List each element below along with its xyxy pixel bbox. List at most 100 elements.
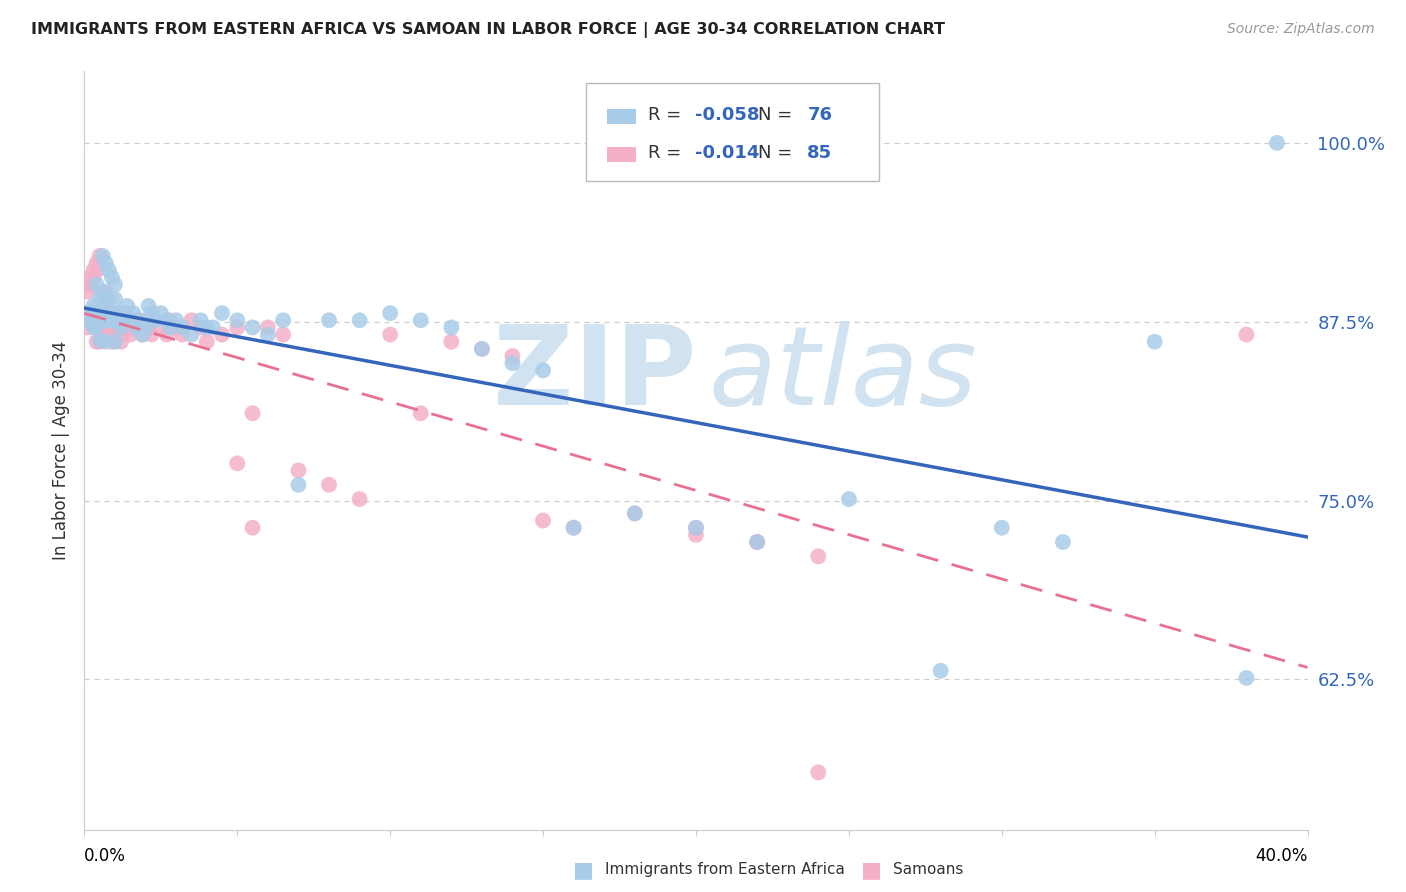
Text: ■: ■ (574, 860, 593, 880)
Point (149, 320, 172, 334)
Point (101, 313, 124, 327)
Point (125, 313, 148, 327)
Point (929, 664, 952, 678)
Point (211, 327, 233, 342)
Point (195, 320, 218, 334)
Point (120, 313, 142, 327)
Text: 76: 76 (807, 106, 832, 124)
Point (991, 521, 1014, 535)
Point (89, 313, 111, 327)
Text: atlas: atlas (709, 321, 977, 428)
Point (94, 256, 117, 270)
Point (1236, 671, 1258, 685)
Point (201, 320, 224, 334)
Point (502, 349, 524, 363)
Point (242, 406, 264, 420)
Point (120, 320, 142, 334)
Point (112, 306, 135, 320)
Point (86, 256, 108, 270)
Point (1052, 535, 1074, 549)
Point (101, 320, 124, 334)
Text: 0.0%: 0.0% (84, 847, 127, 864)
Point (89, 292, 111, 306)
Point (104, 320, 127, 334)
Point (104, 277, 127, 292)
Point (165, 313, 187, 327)
Point (190, 313, 212, 327)
Point (1143, 334, 1166, 349)
Text: 85: 85 (807, 145, 832, 162)
Point (143, 313, 166, 327)
Point (531, 363, 554, 377)
Point (165, 320, 187, 334)
Point (89, 334, 111, 348)
Point (125, 320, 148, 334)
Point (91, 327, 114, 342)
FancyBboxPatch shape (586, 83, 880, 181)
Point (104, 320, 127, 334)
Point (101, 270, 124, 285)
Point (79, 270, 101, 285)
Point (380, 327, 402, 342)
Point (107, 327, 129, 342)
Point (159, 320, 181, 334)
Text: ■: ■ (862, 860, 882, 880)
Point (115, 313, 138, 327)
Point (107, 313, 129, 327)
Point (226, 456, 249, 470)
Point (101, 313, 124, 327)
Point (79, 304, 101, 318)
Point (97, 292, 120, 306)
Point (110, 320, 132, 334)
Point (91, 249, 114, 263)
Point (104, 334, 127, 349)
Point (101, 334, 124, 349)
Point (271, 313, 294, 327)
Point (91, 285, 114, 299)
Point (624, 507, 647, 521)
Point (807, 765, 830, 780)
Point (120, 327, 142, 342)
Point (318, 477, 340, 491)
Point (471, 342, 494, 356)
Point (91, 299, 114, 313)
Point (86, 318, 108, 333)
Point (104, 313, 127, 327)
Point (101, 306, 124, 320)
Point (138, 299, 160, 313)
Text: ZIP: ZIP (492, 321, 696, 428)
Point (76, 313, 98, 327)
Point (89, 313, 111, 327)
Point (122, 306, 145, 320)
Point (112, 313, 135, 327)
Point (76, 320, 98, 334)
Point (624, 507, 647, 521)
Point (242, 320, 264, 334)
Point (97, 313, 120, 327)
Point (112, 306, 135, 320)
Text: -0.058: -0.058 (695, 106, 759, 124)
Point (94, 313, 117, 327)
Point (110, 306, 132, 320)
Point (1236, 327, 1258, 342)
Point (257, 327, 280, 342)
Point (502, 356, 524, 370)
Point (271, 327, 294, 342)
Point (135, 320, 157, 334)
Point (94, 292, 117, 306)
Point (159, 313, 181, 327)
Point (83, 299, 105, 313)
Point (156, 313, 179, 327)
Point (226, 313, 249, 327)
Point (135, 313, 157, 327)
Point (172, 320, 194, 334)
Point (97, 306, 120, 320)
Point (76, 277, 98, 292)
Point (807, 549, 830, 564)
Point (531, 514, 554, 528)
Point (94, 334, 117, 349)
Point (128, 313, 150, 327)
Text: -0.014: -0.014 (695, 145, 759, 162)
Point (349, 492, 371, 507)
Text: R =: R = (648, 106, 688, 124)
